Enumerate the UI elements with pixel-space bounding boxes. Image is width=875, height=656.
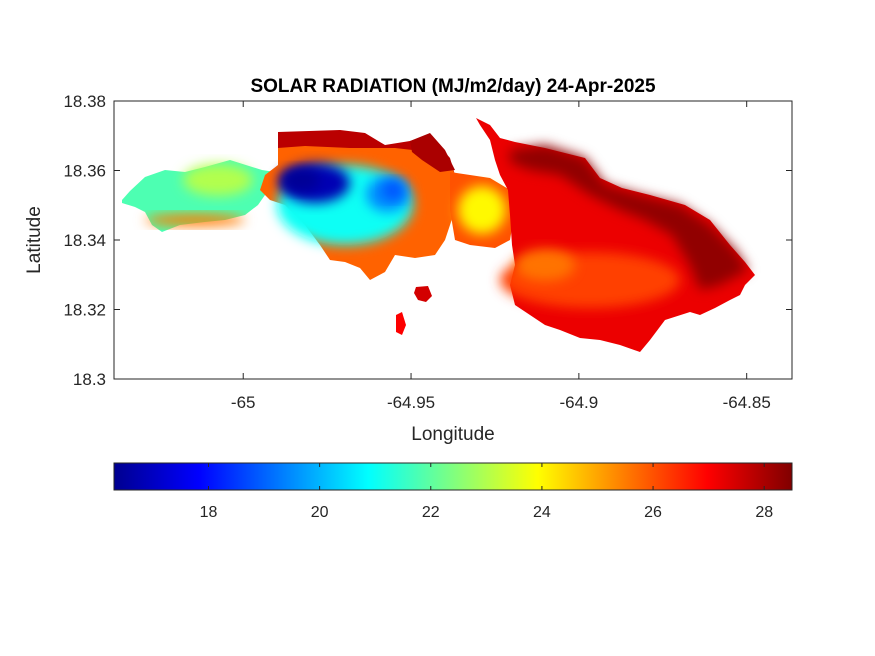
x-axis-ticks: -65 -64.95 -64.9 -64.85 (231, 101, 771, 412)
map-region-central-secondary-low-core (382, 180, 404, 200)
x-tick-label: -64.95 (387, 393, 435, 412)
y-tick-label: 18.38 (63, 92, 106, 111)
map-region-northeast-tip (410, 133, 455, 172)
map-region-west-lobe-east-part (183, 164, 253, 196)
colorbar-tick-label: 24 (533, 504, 551, 521)
colorbar-tick-label: 20 (311, 504, 329, 521)
map-region-south-islet-1 (414, 286, 432, 302)
y-tick-label: 18.32 (63, 301, 106, 320)
colorbar (113, 462, 793, 491)
map-region-south-islet-2 (396, 312, 406, 335)
map-region-isthmus-local (458, 186, 506, 234)
map-region-east-lobe-patch (515, 249, 575, 281)
x-tick-label: -64.9 (559, 393, 598, 412)
x-tick-label: -64.85 (723, 393, 771, 412)
y-tick-label: 18.3 (73, 370, 106, 389)
colorbar-tick-label: 26 (644, 504, 662, 521)
colorbar-tick-label: 22 (422, 504, 440, 521)
y-tick-label: 18.36 (63, 162, 106, 181)
x-tick-label: -65 (231, 393, 256, 412)
map-region-east-lobe-northeast (510, 145, 748, 290)
radiation-map (122, 118, 755, 352)
map-region-west-lobe-south-edge (145, 214, 245, 226)
chart-title: SOLAR RADIATION (MJ/m2/day) 24-Apr-2025 (250, 76, 655, 97)
y-axis-ticks: 18.3 18.32 18.34 18.36 18.38 (63, 92, 792, 389)
colorbar-tick-label: 28 (755, 504, 773, 521)
y-tick-label: 18.34 (63, 231, 106, 250)
colorbar-ticks: 18 20 22 24 26 28 (200, 463, 773, 521)
colorbar-tick-label: 18 (200, 504, 218, 521)
x-axis-label: Longitude (411, 424, 494, 445)
y-axis-label: Latitude (24, 206, 45, 274)
map-region-central-minimum-core (280, 168, 320, 192)
